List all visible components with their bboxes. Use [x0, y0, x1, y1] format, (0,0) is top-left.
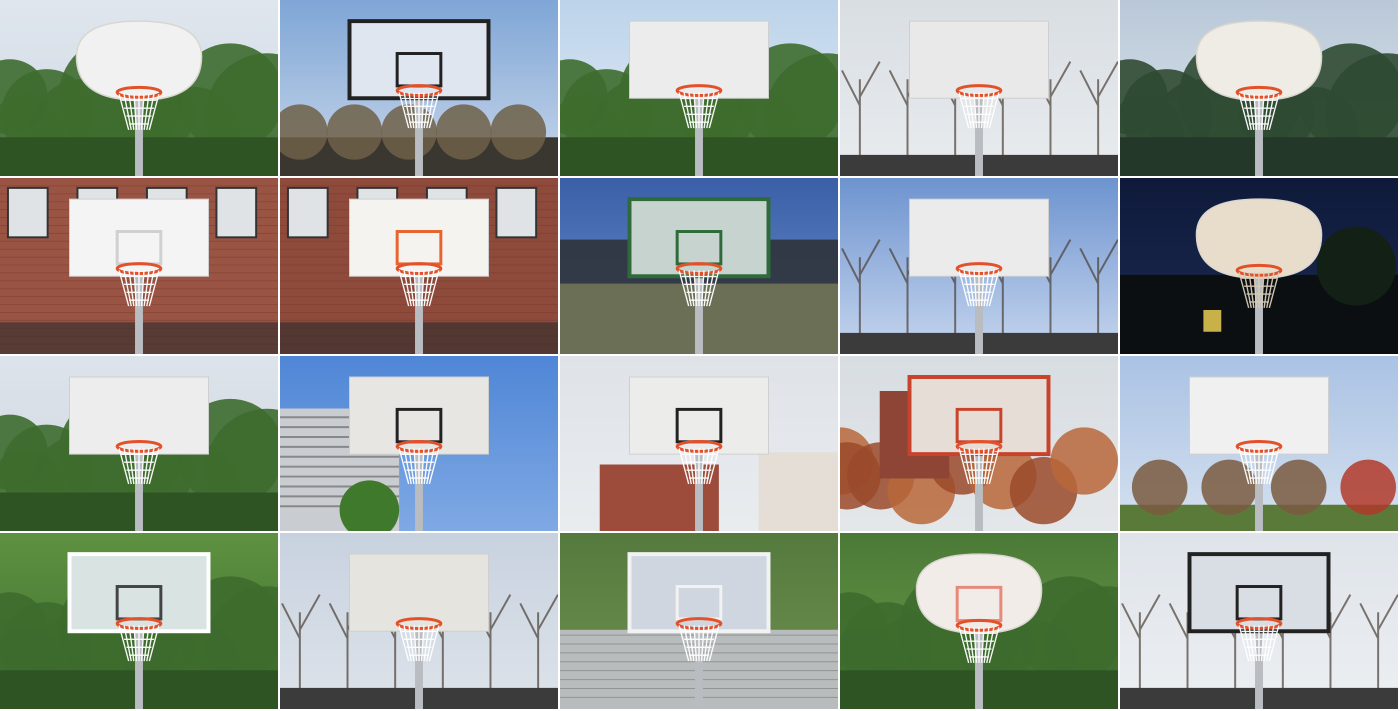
hoop-photo-tile — [280, 356, 558, 531]
hoop-net — [678, 92, 720, 129]
backboard — [67, 552, 211, 634]
hoop-photo — [1120, 178, 1398, 354]
hoop-net — [118, 625, 160, 662]
hoop-photo — [280, 533, 558, 709]
hoop-photo — [840, 178, 1118, 354]
hoop-photo — [1120, 356, 1398, 531]
backboard — [1195, 20, 1323, 101]
hoop-photo-tile — [0, 0, 278, 176]
hoop-net — [118, 448, 160, 485]
hoop-photo-tile — [280, 0, 558, 176]
hoop-photo-tile — [560, 533, 838, 709]
hoop-net — [678, 270, 720, 307]
hoop-photo — [840, 0, 1118, 176]
hoop-photo-tile — [1120, 533, 1398, 709]
hoop-photo — [560, 533, 838, 709]
hoop-net — [678, 448, 720, 485]
hoop-photo-tile — [280, 178, 558, 354]
hoop-photo — [1120, 533, 1398, 709]
hoop-photo — [0, 533, 278, 709]
hoop-photo-tile — [560, 0, 838, 176]
hoop-net — [1238, 448, 1280, 485]
hoop-photo-tile — [0, 178, 278, 354]
hoop-photo-tile — [0, 356, 278, 531]
hoop-photo-tile — [840, 178, 1118, 354]
hoop-photo-tile — [0, 533, 278, 709]
hoop-photo — [280, 0, 558, 176]
backboard — [75, 20, 203, 101]
hoop-photo-tile — [1120, 0, 1398, 176]
hoop-net — [398, 270, 440, 307]
hoop-net — [958, 270, 1000, 307]
hoop-net — [118, 94, 160, 131]
hoop-net — [398, 92, 440, 129]
hoop-photo-tile — [1120, 356, 1398, 531]
hoop-photo-tile — [560, 356, 838, 531]
hoop-net — [958, 92, 1000, 129]
hoop-photo — [560, 356, 838, 531]
hoop-photo-tile — [840, 533, 1118, 709]
backboard — [915, 553, 1043, 634]
hoop-photo — [1120, 0, 1398, 176]
hoop-net — [958, 448, 1000, 485]
hoop-net — [958, 627, 1000, 664]
hoop-photo — [560, 178, 838, 354]
hoop-photo — [0, 0, 278, 176]
hoop-photo-tile — [840, 0, 1118, 176]
hoop-photo-tile — [560, 178, 838, 354]
hoop-net — [1238, 625, 1280, 662]
hoop-net — [118, 270, 160, 307]
hoop-photo-tile — [1120, 178, 1398, 354]
hoop-photo — [0, 178, 278, 354]
backboard — [1195, 198, 1323, 279]
hoop-net — [1238, 272, 1280, 309]
hoop-photo — [840, 533, 1118, 709]
hoop-net — [1238, 94, 1280, 131]
hoop-photo — [0, 356, 278, 531]
hoop-photo-tile — [840, 356, 1118, 531]
hoop-photo — [280, 178, 558, 354]
hoop-net — [398, 625, 440, 662]
hoop-photo — [840, 356, 1118, 531]
hoop-net — [678, 625, 720, 662]
hoop-photo — [560, 0, 838, 176]
hoop-photo-tile — [280, 533, 558, 709]
hoop-photo — [280, 356, 558, 531]
hoop-net — [398, 448, 440, 485]
